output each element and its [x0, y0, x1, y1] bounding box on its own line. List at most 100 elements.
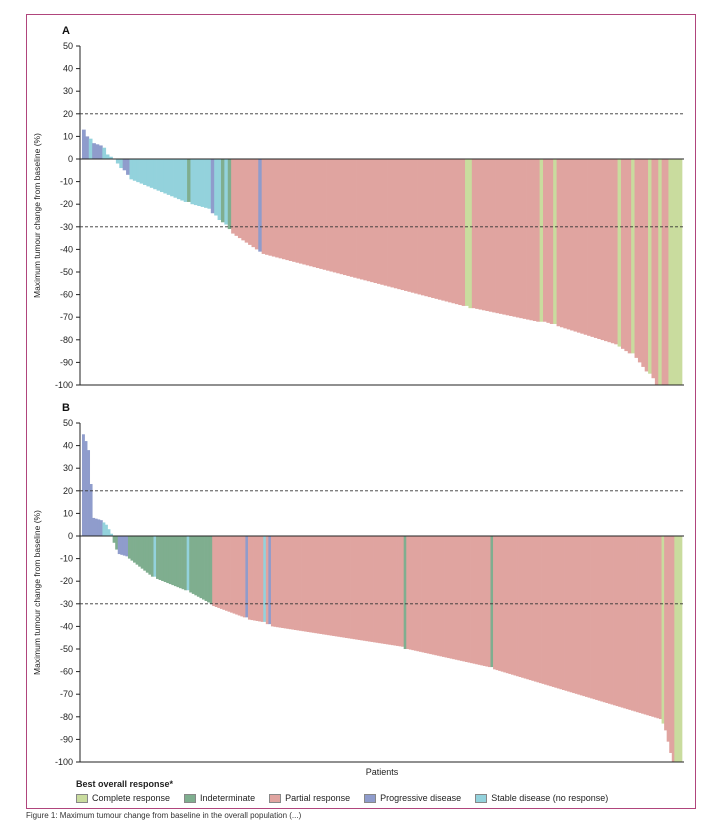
bar	[210, 159, 215, 214]
bar	[636, 536, 639, 713]
bar	[184, 536, 188, 591]
legend-swatch	[269, 793, 282, 803]
y-tick-label: -30	[60, 599, 73, 609]
bar	[133, 536, 136, 563]
legend-swatch	[184, 793, 197, 803]
bar	[653, 536, 657, 718]
bar	[478, 159, 483, 310]
bar	[380, 536, 384, 644]
bar	[250, 536, 254, 621]
bar	[482, 159, 486, 311]
bar	[224, 536, 228, 611]
bar	[414, 159, 418, 294]
bar	[383, 159, 388, 286]
bar	[265, 159, 269, 255]
bar	[149, 159, 154, 188]
bar	[95, 144, 100, 159]
bar	[515, 159, 520, 318]
bar	[339, 159, 344, 275]
legend-title: Best overall response*	[76, 779, 174, 789]
bar	[628, 536, 632, 710]
bar	[633, 536, 637, 712]
bar	[362, 536, 366, 641]
bar	[459, 536, 463, 661]
bar	[327, 536, 331, 636]
bar	[623, 536, 627, 709]
bar	[316, 536, 320, 634]
y-tick-label: -40	[60, 244, 73, 254]
bar	[322, 536, 325, 635]
bar	[475, 159, 479, 309]
y-tick-label: 50	[63, 418, 73, 428]
bar	[329, 159, 334, 272]
bar	[513, 536, 517, 676]
bar	[242, 536, 246, 618]
y-tick-label: -90	[60, 734, 73, 744]
legend-swatch	[475, 793, 488, 803]
bar	[299, 536, 302, 631]
bar	[431, 159, 435, 298]
bar	[424, 159, 429, 297]
bar	[468, 159, 473, 309]
figure-frame	[26, 14, 696, 809]
bar	[597, 536, 601, 701]
bar	[656, 536, 660, 719]
bar	[590, 536, 593, 699]
bar	[562, 536, 565, 690]
bar	[401, 536, 405, 647]
bar	[437, 159, 442, 300]
bar	[110, 533, 113, 536]
bar	[365, 536, 369, 642]
bar	[339, 536, 343, 638]
bar	[615, 536, 619, 707]
bar	[675, 159, 679, 385]
bar	[613, 536, 616, 706]
bar	[393, 159, 398, 289]
bar	[644, 159, 649, 372]
bar	[385, 536, 389, 645]
bar	[462, 536, 466, 662]
bar	[291, 536, 295, 630]
bar	[664, 536, 668, 731]
bar	[88, 138, 93, 159]
bar	[288, 159, 293, 261]
bar	[618, 536, 622, 707]
x-axis-label: Patients	[366, 767, 399, 777]
y-tick-label: -60	[60, 290, 73, 300]
bar	[217, 536, 221, 608]
bar	[543, 159, 547, 322]
panel-label: A	[62, 25, 70, 37]
bar	[373, 536, 376, 643]
legend-swatch	[76, 793, 88, 803]
bar	[643, 536, 647, 715]
bar	[278, 536, 282, 628]
bar	[447, 536, 451, 659]
bar	[197, 159, 201, 207]
y-tick-label: -90	[60, 357, 73, 367]
bar	[270, 536, 274, 627]
bar	[127, 536, 131, 559]
bar	[638, 536, 642, 713]
panel-label: B	[62, 402, 70, 414]
bar	[166, 159, 171, 195]
bar	[170, 159, 174, 197]
bar	[130, 536, 134, 561]
bar	[337, 536, 341, 637]
bar	[288, 536, 292, 630]
bar	[357, 536, 361, 640]
legend-label: Indeterminate	[200, 793, 256, 803]
bar	[570, 159, 574, 331]
bar	[138, 536, 142, 567]
bar	[490, 536, 494, 668]
bar	[344, 536, 348, 638]
bar	[646, 536, 650, 716]
bar	[580, 159, 585, 334]
bar	[679, 536, 683, 762]
bar	[115, 536, 119, 550]
bar	[342, 536, 346, 638]
bar	[602, 536, 606, 703]
bar	[109, 156, 113, 159]
bar	[305, 159, 310, 266]
legend-swatch	[364, 793, 377, 803]
bar	[671, 536, 675, 762]
